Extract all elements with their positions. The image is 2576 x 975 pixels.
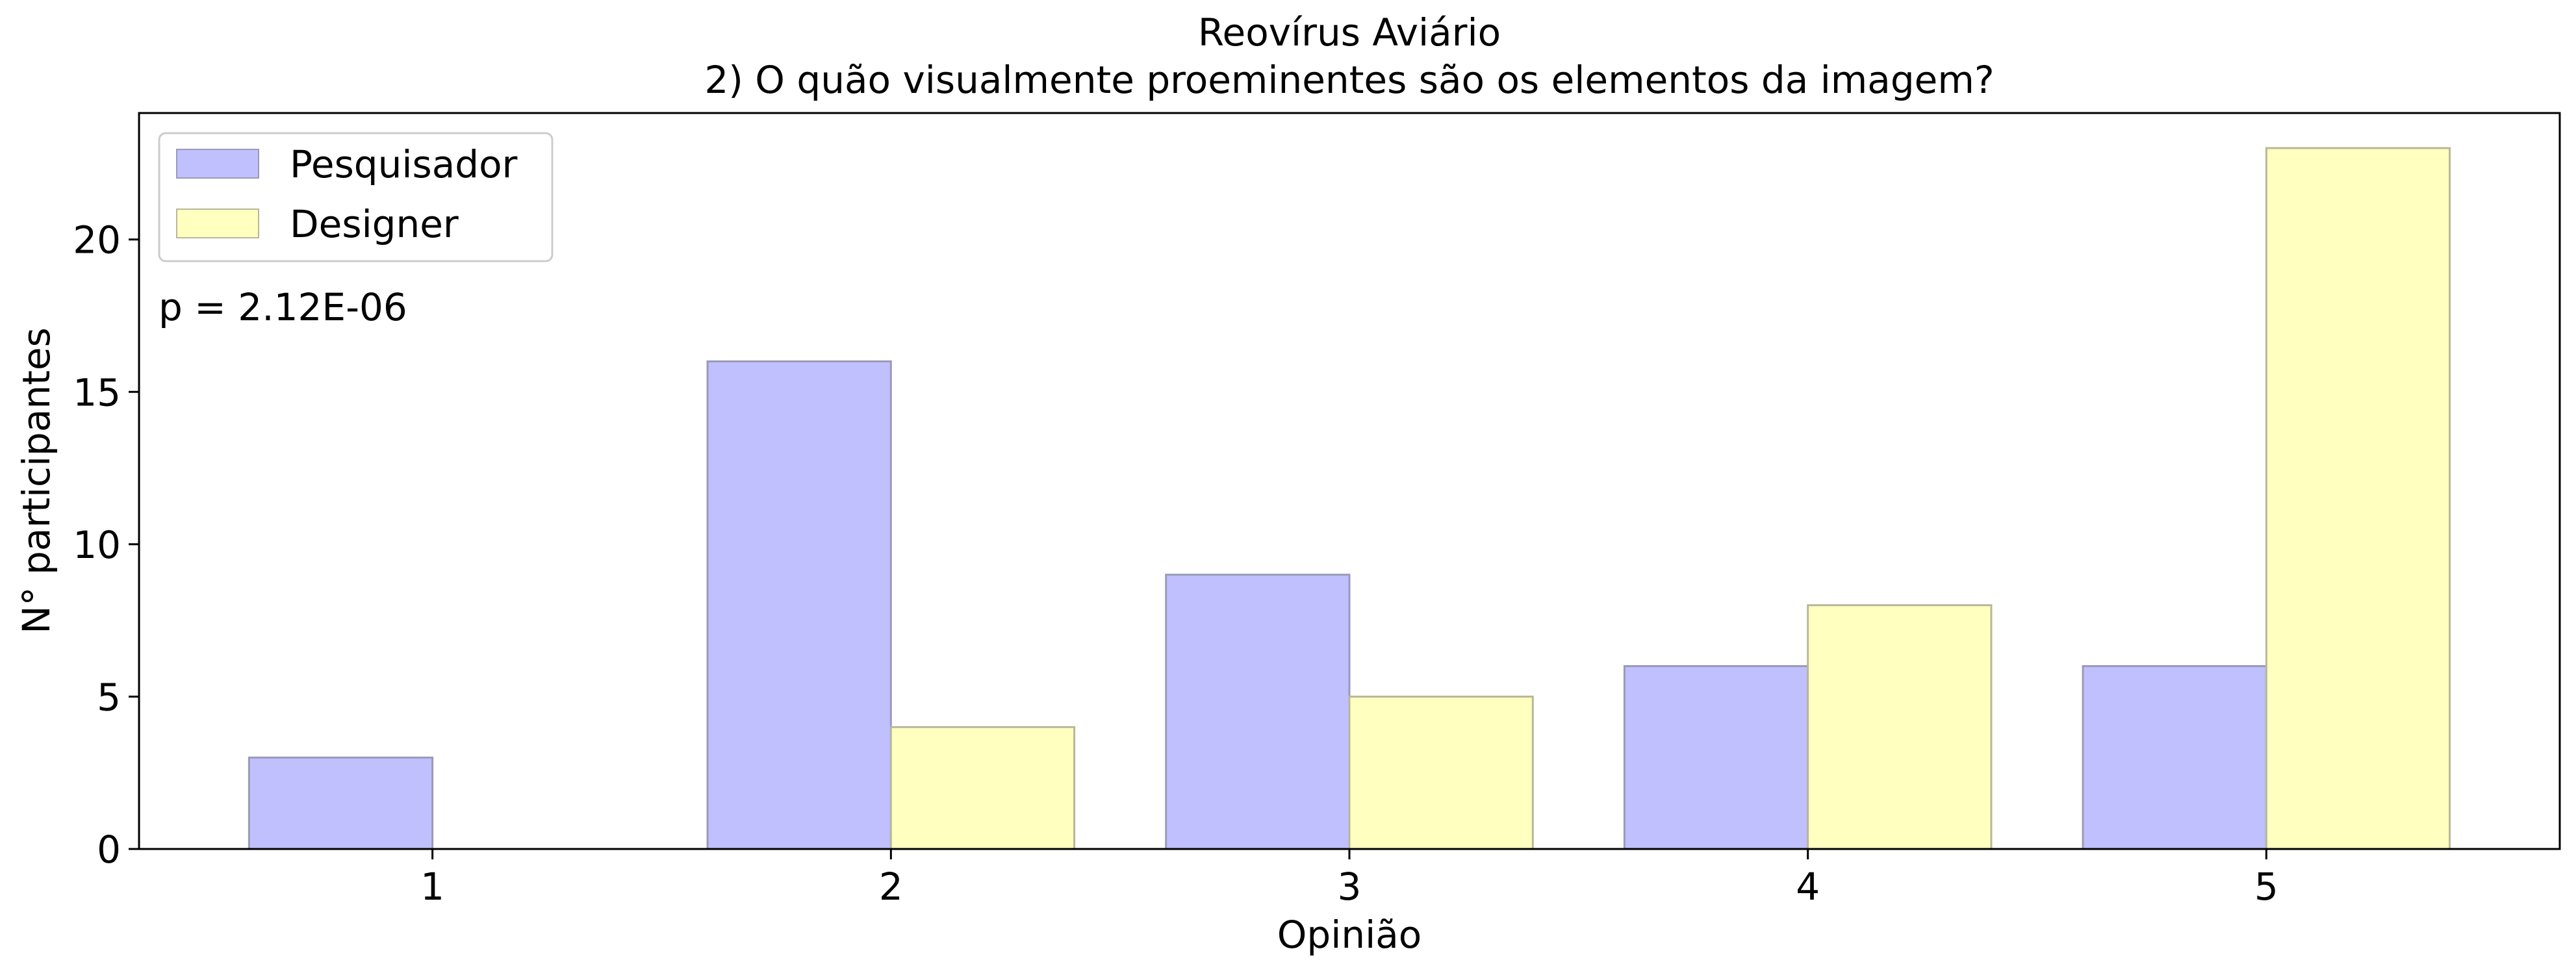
legend: Pesquisador Designer xyxy=(158,132,554,262)
y-tick-label-5: 5 xyxy=(97,675,121,719)
x-axis-label: Opinião xyxy=(1277,913,1422,957)
x-tick-label-5: 5 xyxy=(2254,865,2278,909)
x-tick-label-2: 2 xyxy=(879,865,903,909)
y-tick-label-15: 15 xyxy=(73,370,121,414)
x-tick-label-4: 4 xyxy=(1796,865,1820,909)
bar-designer-2 xyxy=(889,726,1076,850)
chart-title: Reovírus Aviário xyxy=(1198,10,1501,55)
p-value-annotation: p = 2.12E-06 xyxy=(159,285,407,329)
y-axis: 0 5 10 15 20 xyxy=(73,218,139,872)
y-tick-label-0: 0 xyxy=(97,828,121,872)
legend-label-designer: Designer xyxy=(290,202,459,246)
plot-frame xyxy=(138,112,2561,850)
legend-label-pesquisador: Pesquisador xyxy=(290,142,518,186)
y-axis-label: N° participantes xyxy=(14,327,58,634)
bar-pesquisador-2 xyxy=(706,360,892,850)
x-tick-label-1: 1 xyxy=(420,865,444,909)
x-tick-label-3: 3 xyxy=(1338,865,1362,909)
bar-designer-3 xyxy=(1348,695,1534,850)
x-axis: 1 2 3 4 5 xyxy=(420,849,2278,909)
legend-swatch-designer xyxy=(176,209,259,238)
y-tick-label-20: 20 xyxy=(73,218,121,262)
bars xyxy=(248,147,2451,850)
bar-pesquisador-1 xyxy=(248,756,434,850)
bar-pesquisador-3 xyxy=(1165,574,1351,850)
bar-designer-4 xyxy=(1807,604,1993,850)
chart-subtitle: 2) O quão visualmente proeminentes são o… xyxy=(704,58,1994,102)
bar-pesquisador-5 xyxy=(2082,665,2267,850)
bar-designer-5 xyxy=(2265,147,2451,850)
legend-swatch-pesquisador xyxy=(176,149,259,179)
bar-pesquisador-4 xyxy=(1623,665,1809,850)
y-tick-label-10: 10 xyxy=(73,523,121,567)
